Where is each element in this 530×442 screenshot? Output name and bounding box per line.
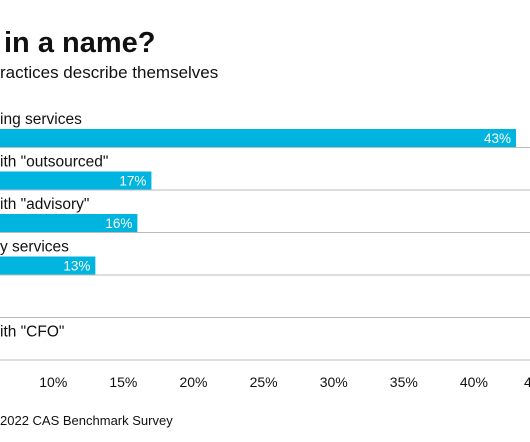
value-label: 16% [105,216,132,231]
value-label: 17% [119,174,146,189]
source: 2022 CAS Benchmark Survey [0,413,173,428]
chart-title: in a name? [4,27,156,59]
x-tick-label: 30% [320,374,348,390]
category-label: ith "advisory" [0,196,89,213]
bar [0,171,152,190]
category-label: ith "outsourced" [0,154,108,171]
value-label: 43% [484,131,511,146]
x-tick-label: 10% [39,374,67,390]
x-tick-label: 35% [390,374,418,390]
value-label: 13% [63,259,90,274]
x-tick-label: 40% [460,374,488,390]
x-tick-label: 20% [179,374,207,390]
category-label: ing services [0,111,82,128]
category-label: y services [0,239,69,256]
bar [0,256,96,275]
x-tick-label: 4 [524,374,530,390]
bar [0,214,138,232]
x-tick-label: 15% [109,374,137,390]
category-label: ith "CFO" [0,324,64,341]
x-tick-label: 25% [250,374,278,390]
chart-subtitle: ractices describe themselves [0,63,218,82]
bar [0,129,516,147]
